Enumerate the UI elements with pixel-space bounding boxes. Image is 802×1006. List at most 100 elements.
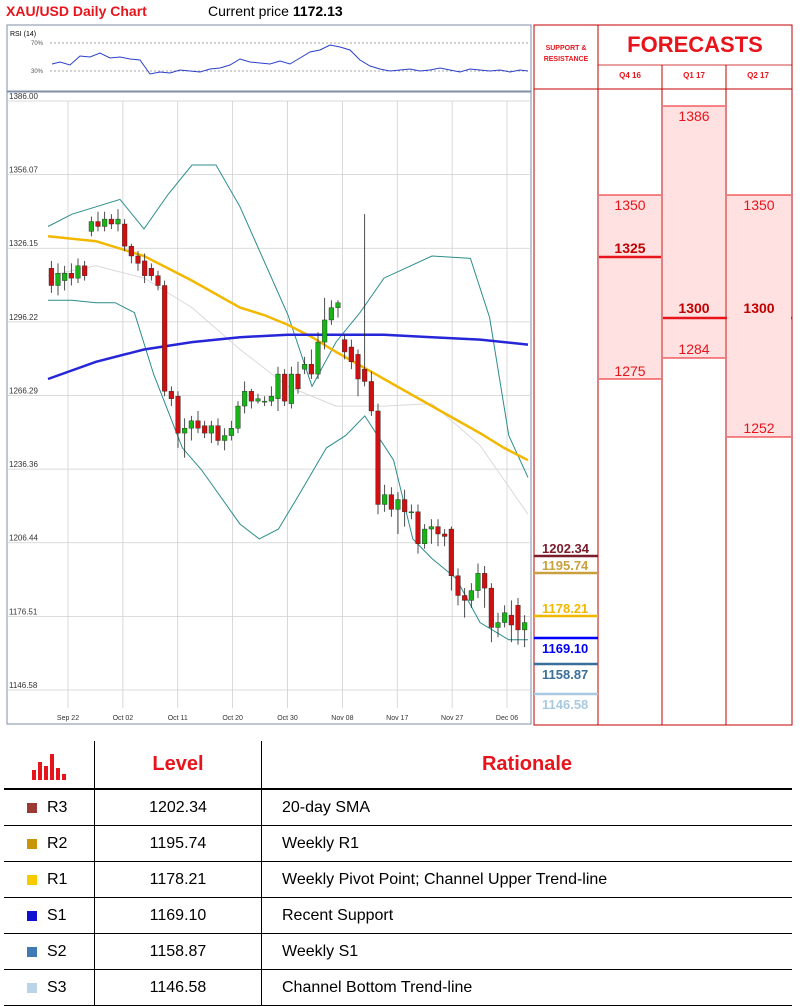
y-tick-label: 1206.44 <box>9 534 38 543</box>
rsi-70-label: 70% <box>31 41 44 47</box>
levels-table: Level Rationale R3 1202.34 20-day SMA R2… <box>4 741 792 1006</box>
candle-up <box>335 302 341 308</box>
candle-up <box>275 373 281 399</box>
header-rationale: Rationale <box>261 741 792 790</box>
current-price-label: Current price <box>208 3 289 19</box>
sma-yellow-line <box>47 235 529 462</box>
candle-up <box>428 526 434 530</box>
candle-up <box>255 398 261 402</box>
level-name: R2 <box>47 834 68 852</box>
candle-down <box>108 218 114 225</box>
candle-down <box>202 425 208 434</box>
support-label: SUPPORT & <box>545 45 587 52</box>
candle-up <box>222 435 228 441</box>
candle-down <box>455 575 461 596</box>
candle-down <box>155 275 161 286</box>
x-tick-label: Nov 17 <box>386 715 408 722</box>
candle-down <box>95 221 101 227</box>
q4-16-range <box>599 195 661 379</box>
forecast-panel <box>533 24 793 726</box>
y-tick-label: 1356.07 <box>9 166 38 175</box>
level-rationale: Weekly S1 <box>261 933 792 970</box>
q4-16-high: 1350 <box>614 197 646 213</box>
candle-down <box>48 268 54 286</box>
candle-down <box>175 396 181 434</box>
forecast-col-q2-17: Q2 17 <box>747 71 769 80</box>
candle-down <box>248 391 254 402</box>
x-tick-label: Oct 11 <box>168 715 188 722</box>
rsi-panel: RSI (14) 70% 30% <box>6 24 532 92</box>
s2-swatch <box>27 946 37 957</box>
y-tick-label: 1146.58 <box>9 681 38 690</box>
table-row: S1 1169.10 Recent Support <box>4 897 792 934</box>
support-resistance-title: SUPPORT & RESISTANCE <box>536 43 596 65</box>
q2-17-low: 1252 <box>743 420 775 436</box>
candle-up <box>315 341 321 375</box>
candle-down <box>168 391 174 399</box>
price-chart: RSI (14) 70% 30% Sep 22 Oct 02 Oct 11 Oct 2… <box>6 24 793 726</box>
level-rationale: 20-day SMA <box>261 789 792 826</box>
candle-up <box>322 319 328 343</box>
candle-up <box>88 221 94 232</box>
candle-up <box>408 511 414 514</box>
q2-17-range <box>727 195 791 437</box>
candle-up <box>228 427 234 436</box>
x-tick-label: Oct 02 <box>113 715 134 722</box>
level-name: R1 <box>47 870 68 888</box>
candle-down <box>388 494 394 510</box>
candle-up <box>422 528 428 545</box>
candle-up <box>182 427 188 434</box>
sr-label-1195: 1195.74 <box>542 558 589 573</box>
level-rationale: Channel Bottom Trend-line <box>261 969 792 1006</box>
candle-down <box>282 373 288 402</box>
level-value: 1178.21 <box>94 861 262 898</box>
candle-up <box>115 218 121 225</box>
q2-17-mid: 1300 <box>743 300 775 316</box>
level-rationale: Recent Support <box>261 897 792 934</box>
candle-up <box>55 273 61 286</box>
table-row: R1 1178.21 Weekly Pivot Point; Channel U… <box>4 861 792 898</box>
sma-blue-line <box>47 333 529 381</box>
candle-up <box>208 425 214 434</box>
s1-swatch <box>27 910 37 921</box>
candle-up <box>382 494 388 505</box>
rsi-30-label: 30% <box>31 69 44 75</box>
y-tick-label: 1176.51 <box>9 607 38 616</box>
candle-down <box>348 346 354 362</box>
bar-chart-icon <box>5 750 93 780</box>
candle-down <box>295 373 301 390</box>
x-tick-label: Nov 08 <box>331 715 353 722</box>
bollinger-lower-line <box>48 299 528 641</box>
level-value: 1202.34 <box>94 789 262 826</box>
q1-17-high: 1386 <box>678 108 710 124</box>
rsi-line <box>51 44 529 75</box>
x-tick-label: Dec 06 <box>496 715 518 722</box>
level-value: 1158.87 <box>94 933 262 970</box>
s3-swatch <box>27 982 37 993</box>
candle-up <box>62 273 68 281</box>
candle-up <box>302 364 308 370</box>
x-tick-label: Oct 30 <box>277 715 298 722</box>
candle-up <box>75 265 81 279</box>
candle-up <box>468 590 474 601</box>
candle-up <box>522 622 528 631</box>
candle-up <box>288 373 294 404</box>
level-rationale: Weekly Pivot Point; Channel Upper Trend-… <box>261 861 792 898</box>
level-value: 1146.58 <box>94 969 262 1006</box>
candle-down <box>415 511 421 545</box>
chart-title: XAU/USD Daily Chart <box>6 3 147 19</box>
candle-down <box>362 368 368 382</box>
level-value: 1169.10 <box>94 897 262 934</box>
candle-up <box>495 622 501 628</box>
candle-up <box>268 396 274 402</box>
candle-down <box>135 255 141 264</box>
candle-down <box>68 273 74 279</box>
bar-chart-icon-cell <box>4 741 95 790</box>
candle-down <box>488 587 494 628</box>
candle-down <box>355 354 361 380</box>
rsi-label: RSI (14) <box>10 31 36 38</box>
r3-swatch <box>27 802 37 813</box>
candle-down <box>442 533 448 537</box>
levels-table-header: Level Rationale <box>4 741 792 790</box>
candle-down <box>162 285 168 392</box>
